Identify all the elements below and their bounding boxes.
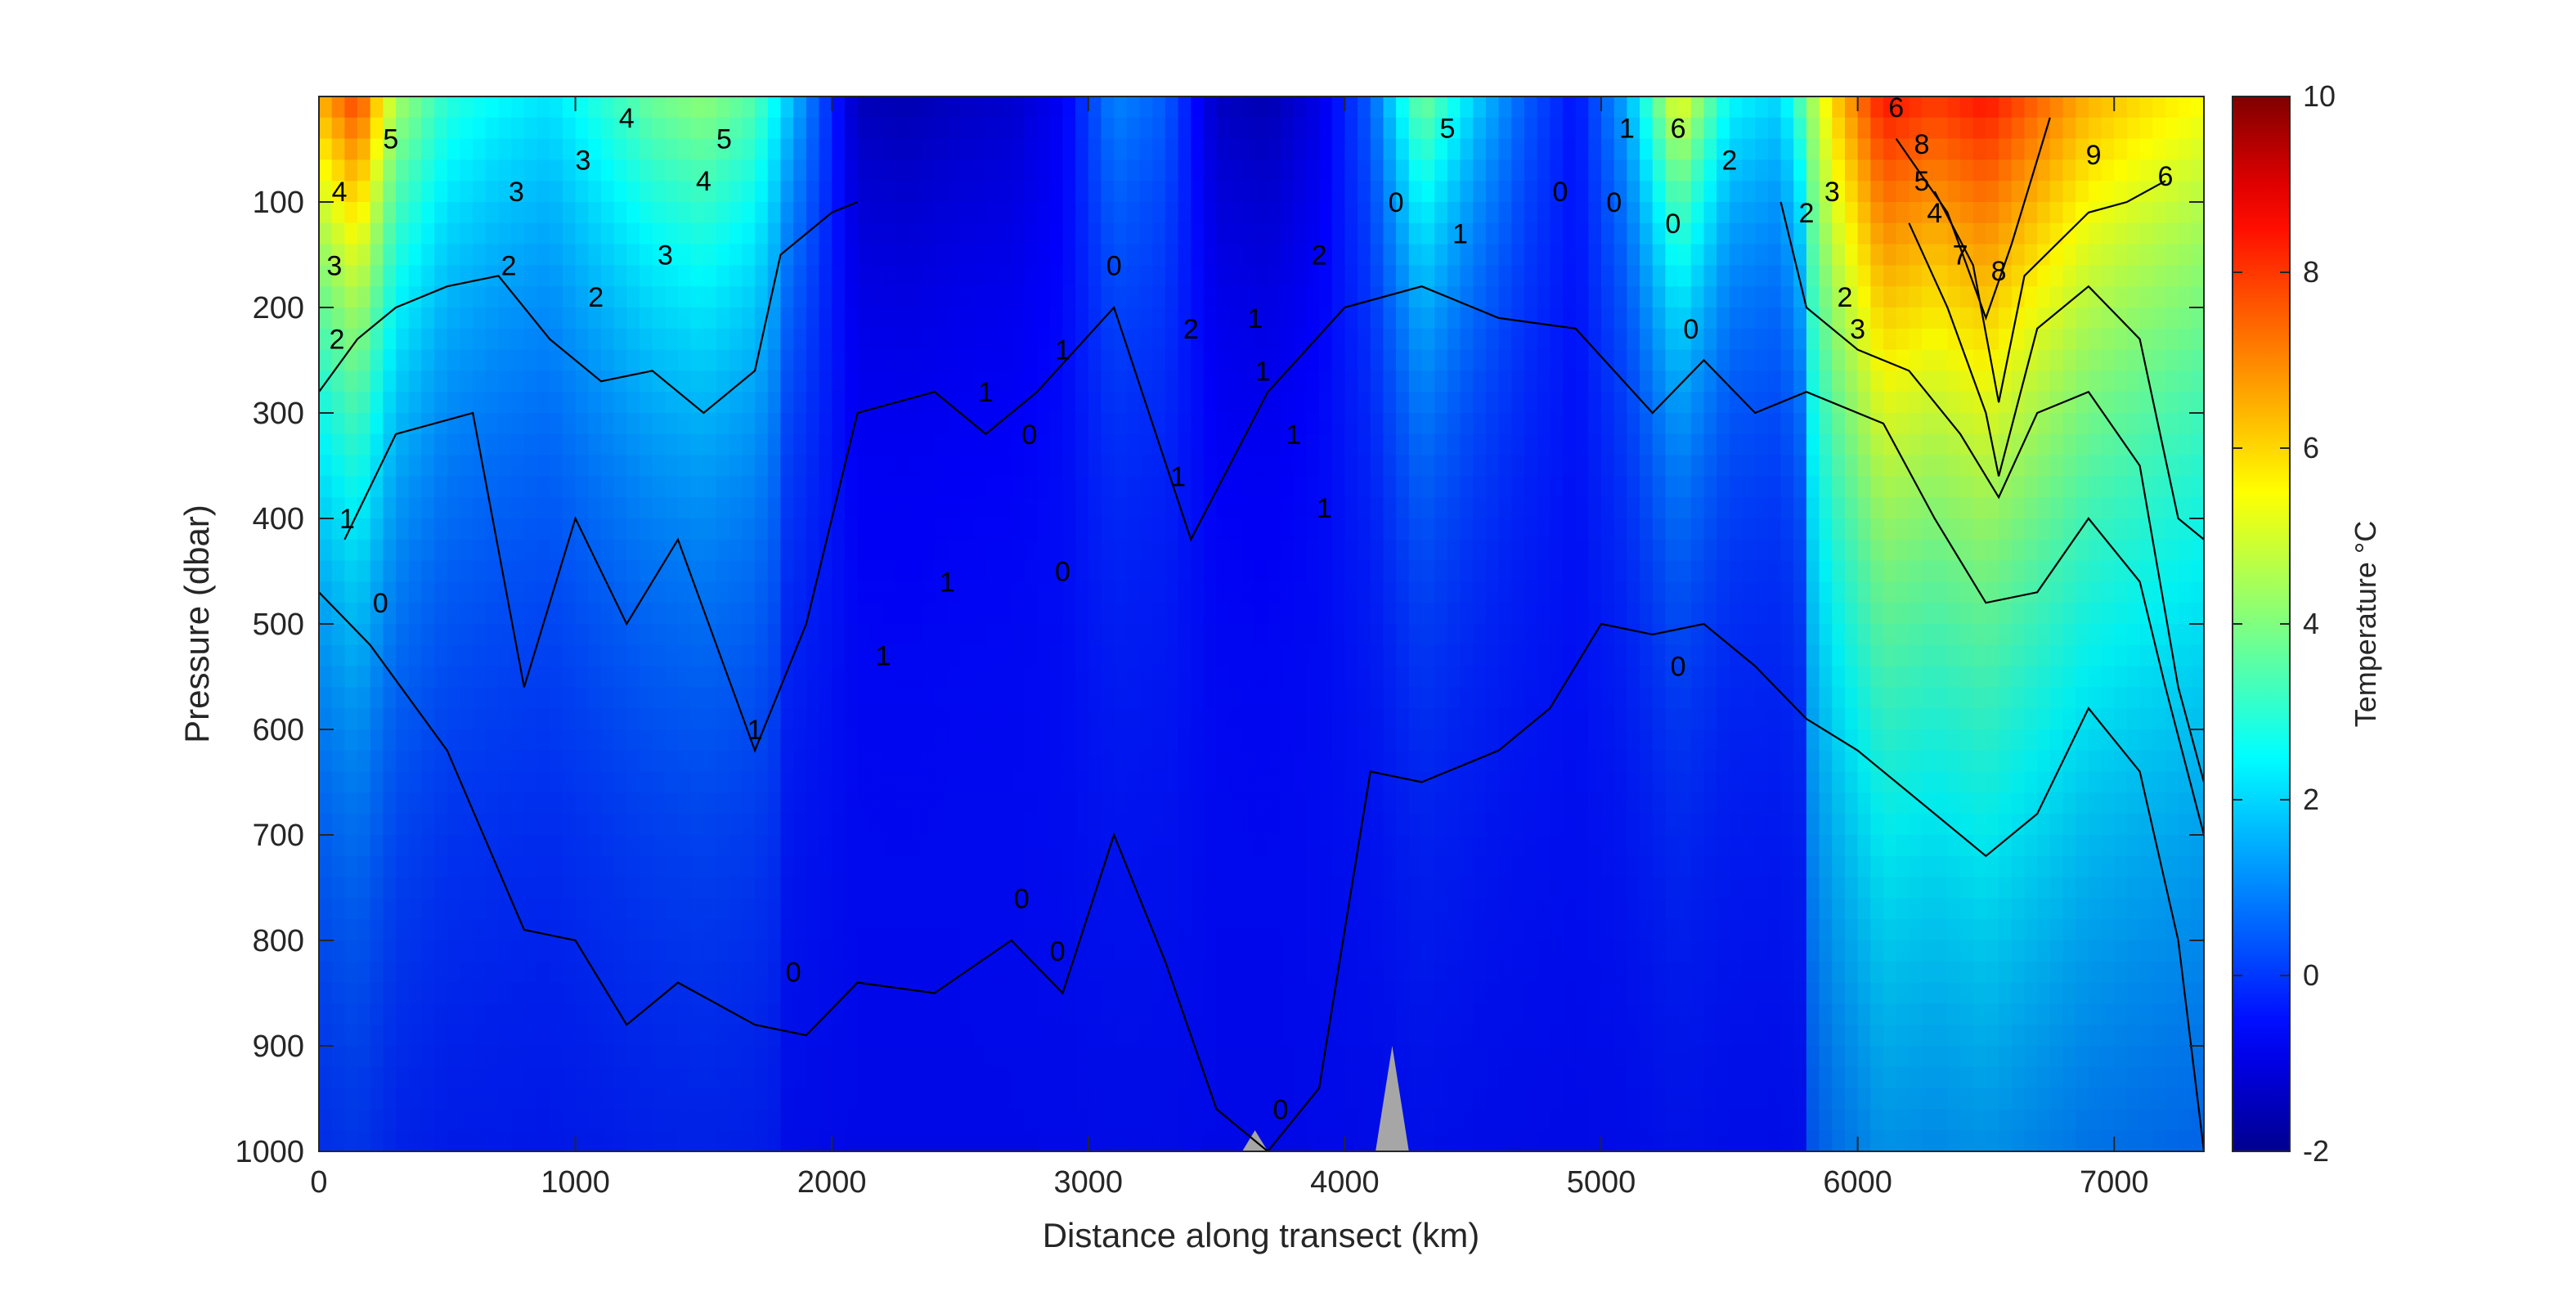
plot-area: 543210323243450111100001012 1111200150 000…: [319, 96, 2204, 1151]
